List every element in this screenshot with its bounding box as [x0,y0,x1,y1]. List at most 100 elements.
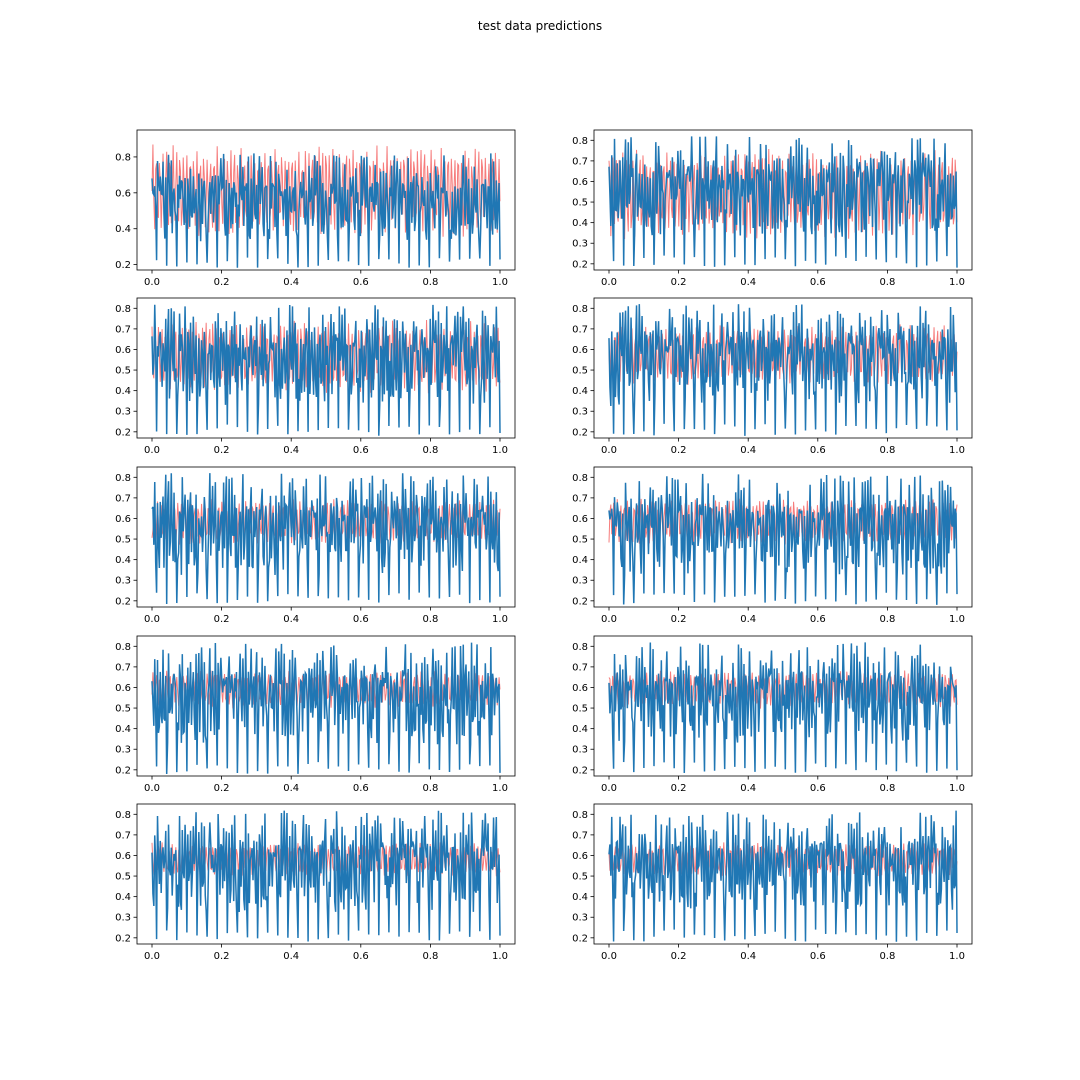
x-tick-label: 0.8 [422,277,438,288]
y-tick-label: 0.8 [572,473,588,484]
x-tick-label: 0.8 [422,445,438,456]
y-tick-label: 0.6 [572,683,588,694]
x-tick-label: 1.0 [492,614,508,625]
y-tick-label: 0.7 [572,324,588,335]
axes-frame-10 [593,803,973,945]
y-tick-label: 0.8 [115,810,131,821]
x-tick-label: 0.4 [283,445,299,456]
y-tick-label: 0.3 [572,239,588,250]
y-tick-label: 0.8 [572,136,588,147]
y-tick-label: 0.5 [572,198,588,209]
x-tick-label: 1.0 [949,277,965,288]
y-tick-label: 0.4 [572,555,588,566]
x-tick-label: 0.2 [671,951,687,962]
y-tick-label: 0.6 [572,177,588,188]
prediction-line-6 [608,473,958,605]
x-tick-label: 1.0 [492,445,508,456]
subplot-8: 0.0 0.2 0.4 0.6 0.8 1.0 0.2 0.3 0.4 0.5 0.6 0.7 0.8 [572,635,973,794]
y-tick-label: 0.8 [115,152,131,163]
y-tick-label: 0.2 [572,259,588,270]
y-tick-label: 0.6 [115,514,131,525]
axes-frame-9 [136,803,516,945]
x-tick-label: 0.6 [353,951,369,962]
x-tick-label: 0.6 [353,614,369,625]
y-tick-label: 0.3 [115,576,131,587]
x-tick-label: 0.8 [879,277,895,288]
y-tick-label: 0.2 [115,765,131,776]
y-tick-label: 0.2 [572,427,588,438]
y-tick-label: 0.2 [115,260,131,271]
prediction-line-7 [151,642,501,774]
y-tick-label: 0.4 [115,224,131,235]
x-tick-label: 0.0 [601,445,617,456]
x-tick-label: 0.0 [601,783,617,794]
y-tick-label: 0.5 [572,704,588,715]
target-line-3 [151,319,501,394]
prediction-line-1 [151,153,501,268]
axes-frame-5 [136,466,516,608]
y-tick-label: 0.2 [572,933,588,944]
x-tick-label: 0.8 [879,783,895,794]
x-tick-label: 0.6 [810,783,826,794]
y-tick-label: 0.6 [572,514,588,525]
x-tick-label: 0.0 [144,445,160,456]
y-tick-label: 0.6 [115,188,131,199]
subplot-2: 0.0 0.2 0.4 0.6 0.8 1.0 0.2 0.3 0.4 0.5 0.6 0.7 0.8 [572,129,973,288]
y-tick-label: 0.8 [115,473,131,484]
x-tick-label: 1.0 [949,445,965,456]
x-tick-label: 0.0 [601,277,617,288]
axes-frame-4 [593,297,973,439]
y-tick-label: 0.4 [572,218,588,229]
y-tick-label: 0.5 [572,366,588,377]
x-tick-label: 0.4 [283,614,299,625]
y-tick-label: 0.3 [572,913,588,924]
y-tick-label: 0.5 [572,872,588,883]
prediction-line-10 [608,810,958,942]
y-tick-label: 0.4 [115,892,131,903]
y-tick-label: 0.3 [572,745,588,756]
x-tick-label: 1.0 [949,951,965,962]
x-tick-label: 0.4 [283,277,299,288]
y-tick-label: 0.8 [572,810,588,821]
target-line-1 [151,144,501,238]
y-tick-label: 0.3 [115,745,131,756]
y-tick-label: 0.5 [115,366,131,377]
x-tick-label: 0.6 [810,277,826,288]
x-tick-label: 0.6 [810,614,826,625]
subplot-1: 0.0 0.2 0.4 0.6 0.8 1.0 0.2 0.4 0.6 0.8 [115,129,516,288]
y-tick-label: 0.6 [115,683,131,694]
x-tick-label: 0.2 [214,277,230,288]
x-tick-label: 0.4 [740,614,756,625]
y-tick-label: 0.5 [115,535,131,546]
x-tick-label: 1.0 [949,783,965,794]
subplot-4: 0.0 0.2 0.4 0.6 0.8 1.0 0.2 0.3 0.4 0.5 0.6 0.7 0.8 [572,297,973,456]
x-tick-label: 0.8 [879,614,895,625]
x-tick-label: 0.6 [353,445,369,456]
x-tick-label: 1.0 [492,277,508,288]
y-tick-label: 0.4 [572,386,588,397]
x-tick-label: 0.0 [601,951,617,962]
x-tick-label: 0.4 [740,783,756,794]
prediction-line-5 [151,473,501,605]
x-tick-label: 0.0 [144,614,160,625]
x-tick-label: 0.6 [810,951,826,962]
prediction-line-3 [151,304,501,436]
prediction-line-4 [608,304,958,436]
x-tick-label: 0.2 [671,445,687,456]
x-tick-label: 0.4 [740,277,756,288]
y-tick-label: 0.7 [572,830,588,841]
y-tick-label: 0.5 [115,872,131,883]
axes-frame-8 [593,635,973,777]
y-tick-label: 0.4 [572,892,588,903]
x-tick-label: 0.4 [740,445,756,456]
x-tick-label: 0.2 [671,783,687,794]
y-tick-label: 0.8 [115,304,131,315]
x-tick-label: 1.0 [492,951,508,962]
y-tick-label: 0.7 [572,156,588,167]
x-tick-label: 0.8 [422,614,438,625]
subplot-5: 0.0 0.2 0.4 0.6 0.8 1.0 0.2 0.3 0.4 0.5 0.6 0.7 0.8 [115,466,516,625]
subplot-3: 0.0 0.2 0.4 0.6 0.8 1.0 0.2 0.3 0.4 0.5 0.6 0.7 0.8 [115,297,516,456]
y-tick-label: 0.3 [115,407,131,418]
x-tick-label: 0.6 [353,783,369,794]
